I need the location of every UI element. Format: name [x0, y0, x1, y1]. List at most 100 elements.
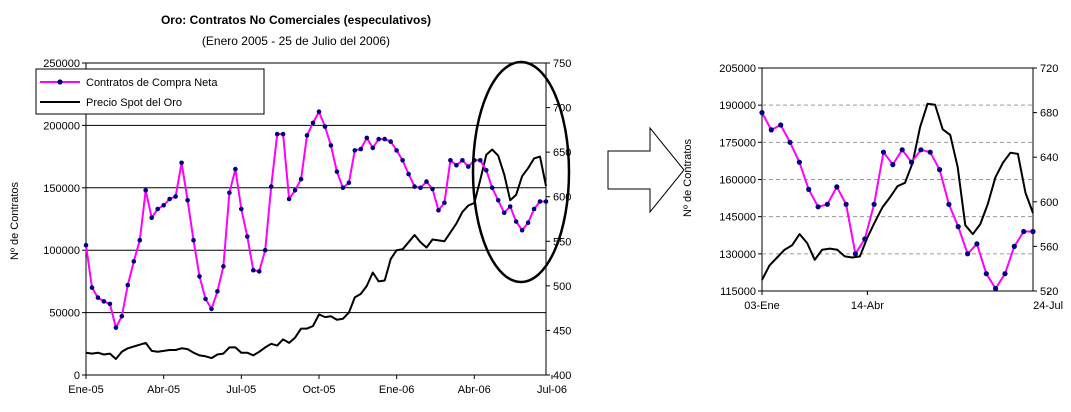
chart1-contracts-point: [406, 171, 411, 177]
chart2-contracts-point: [965, 251, 971, 257]
chart1-contracts-point: [256, 269, 262, 274]
chart1-contracts-point: [376, 136, 382, 142]
chart1-contracts-point: [89, 285, 95, 290]
chart1-contracts-point: [358, 146, 364, 152]
chart1-contracts-point: [418, 185, 423, 191]
legend-marker-contracts: [57, 79, 63, 85]
chart1-plot: 0500001000001500002000002500004004505005…: [43, 58, 571, 396]
chart1-contracts-point: [340, 185, 346, 191]
chart1-y2-tick-label: 500: [553, 281, 571, 293]
chart2-y-tick-label: 175000: [719, 137, 756, 149]
chart2-y-axis-label: Nº de Contratos: [682, 139, 694, 217]
chart2-contracts-point: [899, 147, 905, 153]
chart1-contracts-point: [424, 179, 429, 184]
legend-label-price: Precio Spot del Oro: [86, 97, 182, 109]
chart1-contracts-point: [519, 227, 525, 233]
chart1-x-tick-label: Jul-06: [537, 384, 567, 396]
chart1-contracts-point: [436, 208, 441, 213]
chart2-contracts-point: [983, 271, 989, 277]
chart1-contracts-point: [227, 190, 232, 196]
chart1-contracts-point: [543, 199, 549, 204]
chart2-y-tick-label: 160000: [719, 175, 756, 187]
chart1-contracts-point: [268, 184, 274, 189]
chart1-x-tick-label: Abr-05: [147, 384, 180, 396]
chart1-contracts-point: [454, 163, 459, 168]
chart1-contracts-point: [197, 274, 202, 279]
chart1-contracts-point: [149, 215, 154, 221]
chart1-contracts-point: [167, 196, 172, 202]
chart1-contracts-point: [191, 237, 196, 243]
chart1-contracts-point: [484, 168, 489, 173]
chart2-contracts-point: [778, 122, 784, 128]
chart1-contracts-point: [101, 299, 107, 304]
chart1-contracts-point: [352, 148, 358, 153]
chart1-contracts-point: [262, 247, 268, 253]
chart1-y-tick-label: 100000: [43, 245, 80, 257]
chart1-contracts-point: [274, 131, 280, 137]
chart1-contracts-point: [221, 264, 226, 269]
chart2-contracts-point: [852, 251, 859, 257]
chart2-y-tick-label: 130000: [719, 249, 756, 261]
chart1-contracts-point: [203, 296, 208, 302]
chart1-contracts-point: [298, 176, 304, 182]
chart1-y-axis-label: Nº de Contratos: [9, 182, 21, 260]
chart2-contracts-point: [871, 201, 877, 207]
chart2-contracts-point: [1002, 271, 1008, 277]
chart1-x-tick-label: Oct-05: [302, 384, 335, 396]
chart1-series-price-line: [85, 148, 547, 360]
chart1-contracts-point: [310, 120, 316, 126]
chart2-contracts-point: [862, 236, 868, 242]
chart1-x-tick-label: Jul-05: [226, 384, 256, 396]
chart1-contracts-point: [507, 204, 513, 209]
chart2-x-tick-label: 03-Ene: [744, 300, 779, 312]
chart1-contracts-point: [388, 139, 394, 144]
chart1-contracts-point: [251, 267, 256, 273]
chart1-contracts-point: [537, 199, 543, 204]
chart2-y-tick-label: 205000: [719, 63, 756, 75]
chart2-contracts-point: [1021, 228, 1027, 235]
right-arrow-icon: [607, 126, 685, 214]
chart1-subtitle: (Enero 2005 - 25 de Julio del 2006): [202, 34, 390, 48]
chart1-x-tick-label: Ene-05: [68, 384, 103, 396]
chart2-contracts-point: [918, 147, 924, 153]
legend: Contratos de Compra Neta Precio Spot del…: [35, 68, 265, 115]
chart1-contracts-point: [460, 158, 465, 163]
chart2-contracts-point: [937, 167, 943, 173]
chart1-contracts-point: [525, 220, 531, 225]
chart1-contracts-point: [239, 206, 244, 212]
chart2-y2-tick-label: 680: [1040, 108, 1058, 120]
chart2-y-tick-label: 190000: [719, 100, 756, 112]
chart1-x-tick-label: Ene-06: [379, 384, 414, 396]
chart2-plot: 115000 130000 145000 160000 175000 190000 2050…: [719, 63, 1063, 312]
chart1-contracts-point: [394, 148, 399, 153]
chart1-contracts-point: [322, 124, 328, 129]
chart1-contracts-point: [478, 158, 483, 163]
chart2-y2-tick-label: 560: [1040, 241, 1058, 253]
chart1-x-tick-label: Abr-06: [458, 384, 491, 396]
chart2-contracts-point: [974, 241, 980, 247]
chart1-contracts-point: [95, 295, 101, 300]
chart2-x-tick-label: 24-Jul: [1033, 300, 1063, 312]
chart1-contracts-point: [316, 109, 322, 114]
chart2-contracts-point: [993, 285, 999, 292]
chart2-contracts-point: [946, 201, 952, 207]
chart2-y2-tick-label: 600: [1040, 197, 1058, 209]
chart1-contracts-point: [489, 185, 495, 191]
chart2-y2-tick-label: 520: [1040, 286, 1058, 298]
chart1-contracts-point: [125, 282, 131, 288]
chart1-plot-frame: [85, 62, 547, 376]
chart1-contracts-point: [334, 169, 340, 174]
chart1-contracts-point: [382, 136, 388, 142]
chart2-contracts-point: [768, 127, 774, 133]
chart1-contracts-point: [501, 210, 507, 216]
chart1-y2-tick-label: 650: [553, 147, 571, 159]
chart2-contracts-point: [806, 186, 812, 192]
chart1-contracts-point: [292, 188, 298, 193]
chart1-contracts-point: [137, 237, 143, 243]
chart2-contracts-point: [908, 159, 915, 165]
chart1-contracts-point: [215, 289, 220, 294]
chart1-contracts-point: [209, 306, 214, 312]
chart2-contracts-point: [1011, 243, 1017, 249]
chart2-series-price-line: [761, 102, 1034, 281]
